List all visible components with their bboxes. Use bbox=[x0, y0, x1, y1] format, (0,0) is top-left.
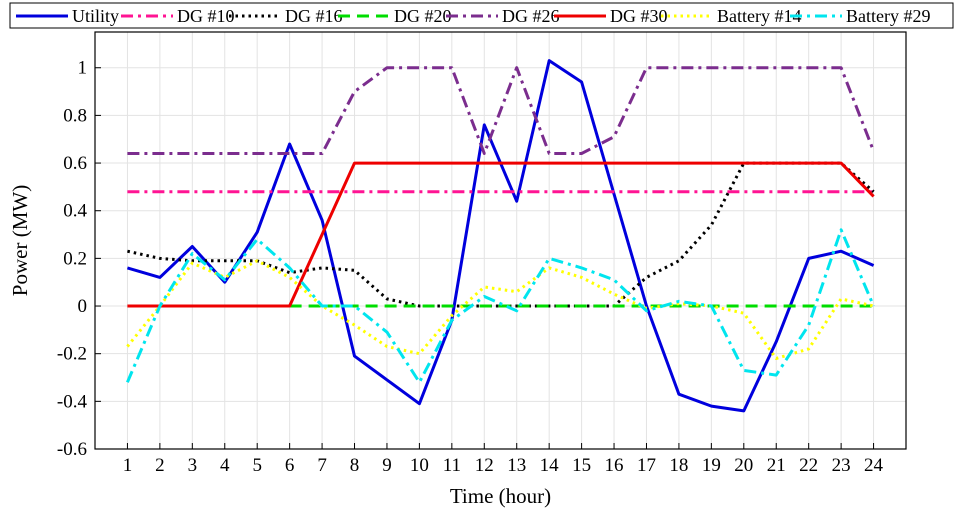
legend-label: Utility bbox=[72, 6, 119, 26]
series-line bbox=[127, 66, 875, 155]
x-tick-label: 10 bbox=[410, 455, 429, 476]
x-tick-label: 2 bbox=[155, 455, 165, 476]
x-tick-label: 7 bbox=[317, 455, 327, 476]
x-axis: 1 2 3 4 5 6 7 8 9 10 11 12 13 14 15 16 17 18 19 20 21 22 23 24 bbox=[123, 443, 884, 476]
x-tick-label: 16 bbox=[605, 455, 624, 476]
x-tick-label: 21 bbox=[767, 455, 786, 476]
x-axis-label: Time (hour) bbox=[450, 484, 551, 508]
x-tick-label: 20 bbox=[734, 455, 753, 476]
x-tick-label: 4 bbox=[220, 455, 230, 476]
y-tick-label: 0.2 bbox=[63, 248, 87, 269]
x-tick-label: 22 bbox=[799, 455, 818, 476]
x-tick-label: 18 bbox=[669, 455, 688, 476]
series-line bbox=[127, 161, 875, 308]
x-tick-label: 19 bbox=[702, 455, 721, 476]
y-tick-label: -0.2 bbox=[57, 344, 87, 365]
y-tick-label: 0.8 bbox=[63, 105, 87, 126]
legend-label: Battery #29 bbox=[846, 6, 930, 26]
x-tick-label: 5 bbox=[252, 455, 262, 476]
legend-label: DG #16 bbox=[285, 6, 343, 26]
x-tick-label: 9 bbox=[382, 455, 392, 476]
x-tick-label: 11 bbox=[443, 455, 461, 476]
x-tick-label: 15 bbox=[572, 455, 591, 476]
series-line bbox=[126, 259, 874, 360]
legend-label: DG #26 bbox=[502, 6, 560, 26]
y-tick-label: 0 bbox=[78, 296, 88, 317]
x-tick-label: 6 bbox=[285, 455, 295, 476]
y-tick-label: 1 bbox=[78, 58, 88, 79]
plot-area bbox=[94, 31, 907, 450]
y-tick-label: -0.6 bbox=[57, 439, 87, 460]
y-axis: -0.6 -0.4 -0.2 0 0.2 0.4 0.6 0.8 1 bbox=[57, 58, 101, 460]
x-tick-label: 14 bbox=[540, 455, 560, 476]
y-tick-label: -0.4 bbox=[57, 391, 88, 412]
legend-label: DG #10 bbox=[177, 6, 235, 26]
x-tick-label: 23 bbox=[832, 455, 851, 476]
legend-label: DG #30 bbox=[610, 6, 668, 26]
series-group bbox=[126, 59, 875, 413]
y-axis-label: Power (MW) bbox=[8, 185, 32, 296]
x-tick-label: 8 bbox=[350, 455, 360, 476]
series-line bbox=[126, 228, 875, 384]
y-tick-label: 0.4 bbox=[63, 201, 87, 222]
grid bbox=[95, 32, 906, 450]
y-tick-label: 0.6 bbox=[63, 153, 87, 174]
x-tick-label: 17 bbox=[637, 455, 656, 476]
legend: Utility DG #10 DG #16 DG #20 DG #26 DG #30 Bat… bbox=[9, 2, 954, 29]
series-line bbox=[127, 161, 875, 308]
x-tick-label: 3 bbox=[188, 455, 198, 476]
legend-label: Battery #14 bbox=[717, 6, 801, 26]
legend-label: DG #20 bbox=[394, 6, 452, 26]
x-tick-label: 12 bbox=[475, 455, 494, 476]
x-tick-label: 1 bbox=[123, 455, 133, 476]
x-tick-label: 24 bbox=[864, 455, 884, 476]
x-tick-label: 13 bbox=[507, 455, 526, 476]
